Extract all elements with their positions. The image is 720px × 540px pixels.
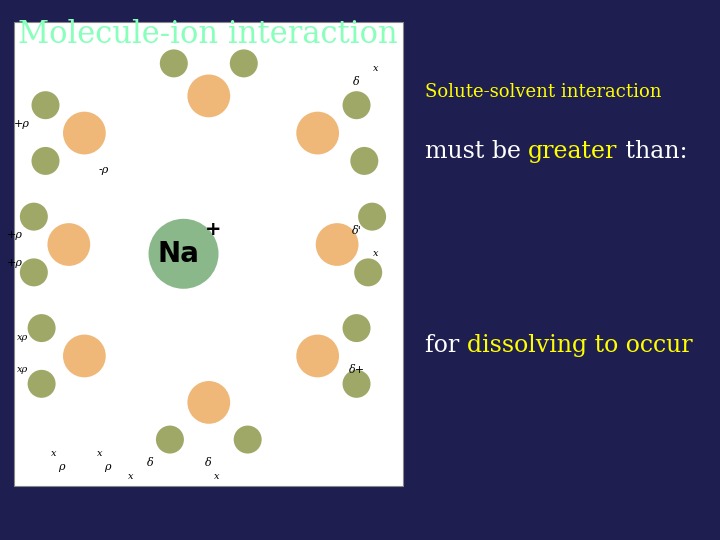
Ellipse shape [160,49,188,77]
Text: Solute-solvent interaction: Solute-solvent interaction [425,83,661,101]
Ellipse shape [297,335,339,377]
Text: x: x [214,472,220,481]
Text: x: x [373,64,379,72]
Ellipse shape [315,223,359,266]
Text: δ': δ' [351,226,361,235]
Text: greater: greater [528,140,618,163]
Text: x: x [50,449,56,458]
Text: δ+: δ+ [348,365,364,375]
Ellipse shape [230,49,258,77]
Ellipse shape [354,258,382,286]
Text: x: x [373,249,379,258]
Text: x: x [97,449,103,458]
Ellipse shape [297,112,339,154]
Text: ρ: ρ [58,462,64,472]
Ellipse shape [20,258,48,286]
Ellipse shape [343,314,371,342]
Ellipse shape [27,314,55,342]
Ellipse shape [351,147,378,175]
Ellipse shape [32,91,60,119]
Text: x: x [128,472,134,481]
Text: +ρ: +ρ [14,119,30,129]
Ellipse shape [48,223,90,266]
Text: must be: must be [425,140,528,163]
Ellipse shape [148,219,219,289]
Text: +ρ: +ρ [6,258,22,268]
Text: δ: δ [147,458,154,468]
Ellipse shape [234,426,261,454]
Text: δ: δ [354,77,360,87]
Bar [14,22,403,486]
Text: Na: Na [158,240,199,268]
Ellipse shape [343,91,371,119]
Text: than:: than: [618,140,687,163]
Text: +: + [205,220,222,239]
Ellipse shape [187,75,230,117]
Text: xρ: xρ [17,366,28,374]
Text: +ρ: +ρ [6,230,22,240]
Ellipse shape [32,147,60,175]
Text: δ: δ [205,458,212,468]
Ellipse shape [63,112,106,154]
Text: -ρ: -ρ [99,165,109,175]
Ellipse shape [156,426,184,454]
Text: for: for [425,334,467,357]
Ellipse shape [63,335,106,377]
Text: Molecule-ion interaction: Molecule-ion interaction [18,19,397,50]
Ellipse shape [343,370,371,398]
Ellipse shape [27,370,55,398]
Text: xρ: xρ [17,333,28,342]
Text: ρ: ρ [104,462,111,472]
Text: dissolving to occur: dissolving to occur [467,334,692,357]
Ellipse shape [358,202,386,231]
Ellipse shape [20,202,48,231]
Ellipse shape [187,381,230,424]
